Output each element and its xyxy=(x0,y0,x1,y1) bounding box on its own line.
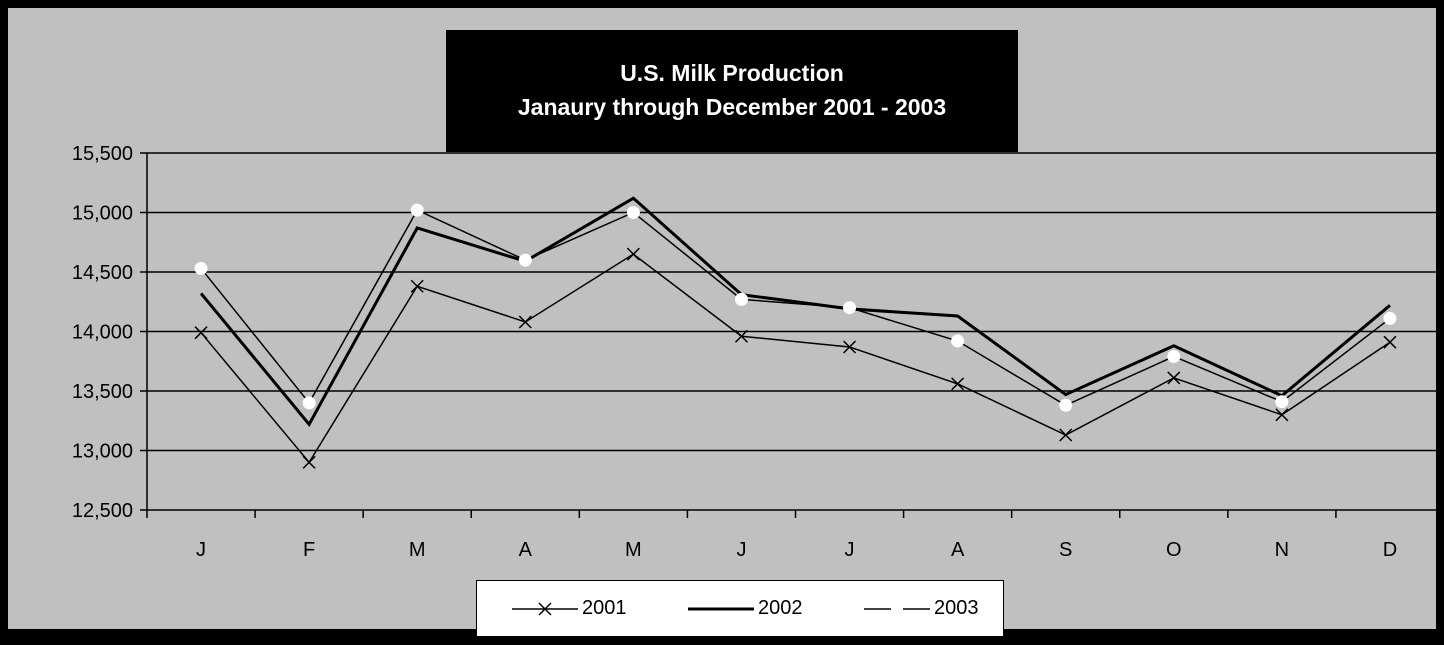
point-2003 xyxy=(1059,398,1073,412)
y-tick-label: 13,000 xyxy=(72,441,133,463)
legend-label-2002: 2002 xyxy=(758,597,803,619)
legend-item-2002: 2002 xyxy=(686,581,803,636)
chart-plot: 12,500 13,000 13,500 14,000 14,500 15,000 15,5… xyxy=(72,143,1444,561)
y-tick-label: 14,500 xyxy=(72,262,133,284)
grid-lines xyxy=(147,152,1444,452)
point-2003 xyxy=(1275,395,1289,409)
chart-title: U.S. Milk Production Janaury through Dec… xyxy=(446,30,1018,152)
point-2001 xyxy=(410,279,424,293)
point-2001 xyxy=(951,377,965,391)
legend: 2001 2002 2003 xyxy=(476,580,1004,637)
point-2003 xyxy=(1167,349,1181,363)
legend-label-2003: 2003 xyxy=(934,597,979,619)
point-2001 xyxy=(518,315,532,329)
series-line-2003 xyxy=(200,209,1391,407)
x-tick-label: J xyxy=(196,539,206,561)
point-2003 xyxy=(194,261,208,275)
series-lines xyxy=(199,196,1391,464)
x-tick-label: M xyxy=(625,539,642,561)
x-tick-label: D xyxy=(1383,539,1397,561)
point-2001 xyxy=(626,247,640,261)
series-markers xyxy=(194,203,1397,469)
point-2003 xyxy=(302,396,316,410)
y-tick-label: 12,500 xyxy=(72,500,133,522)
point-2003 xyxy=(843,301,857,315)
legend-swatch-2003 xyxy=(864,602,930,615)
x-tick-label: F xyxy=(303,539,315,561)
point-2003 xyxy=(1383,311,1397,325)
y-tick-label: 15,000 xyxy=(72,203,133,225)
axes: 12,500 13,000 13,500 14,000 14,500 15,000 15,5… xyxy=(72,143,1444,561)
legend-swatch-2002 xyxy=(688,607,754,610)
x-tick-label: O xyxy=(1166,539,1182,561)
point-2001 xyxy=(1275,408,1289,422)
x-tick-label: A xyxy=(519,539,533,561)
legend-item-2001: 2001 xyxy=(510,581,627,636)
point-2001 xyxy=(194,326,208,340)
point-2003 xyxy=(626,206,640,219)
point-2001 xyxy=(302,455,316,469)
point-2003 xyxy=(518,253,532,267)
series-line-2002 xyxy=(199,196,1391,427)
x-tick-label: S xyxy=(1059,539,1072,561)
legend-swatch-2001 xyxy=(512,601,578,616)
x-tick-label: N xyxy=(1275,539,1289,561)
point-2001 xyxy=(1059,428,1073,442)
point-2001 xyxy=(1167,371,1181,385)
point-2001 xyxy=(843,340,857,354)
point-2001 xyxy=(1383,335,1397,349)
x-tick-label: M xyxy=(409,539,426,561)
legend-item-2003: 2003 xyxy=(862,581,979,636)
x-tick-label: A xyxy=(951,539,965,561)
y-tick-label: 13,500 xyxy=(72,381,133,403)
y-tick-label: 15,500 xyxy=(72,143,133,165)
x-tick-label: J xyxy=(736,539,746,561)
x-tick-label: J xyxy=(845,539,855,561)
y-tick-label: 14,000 xyxy=(72,322,133,344)
series-line-2001 xyxy=(200,253,1391,464)
legend-label-2001: 2001 xyxy=(582,597,627,619)
point-2003 xyxy=(951,334,965,348)
chart-title-line-2: Janaury through December 2001 - 2003 xyxy=(517,94,947,120)
point-2001 xyxy=(734,329,748,343)
point-2003 xyxy=(410,203,424,217)
chart-title-line-1: U.S. Milk Production xyxy=(620,60,844,86)
point-2003 xyxy=(734,292,748,306)
